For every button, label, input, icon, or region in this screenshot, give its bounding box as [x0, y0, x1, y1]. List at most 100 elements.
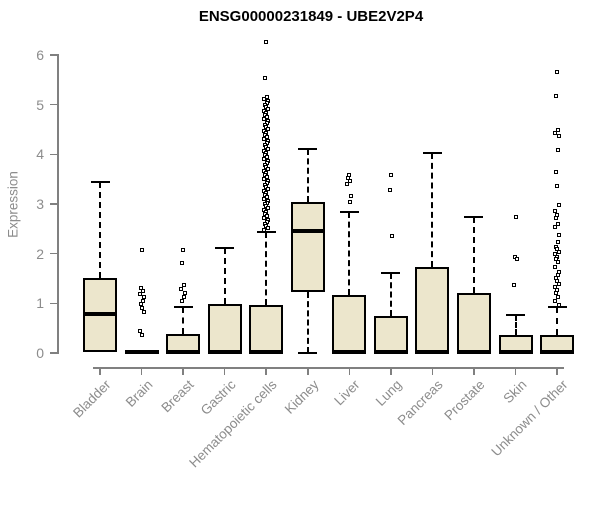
- outlier-point: [557, 133, 562, 138]
- outlier-point: [137, 328, 142, 333]
- outlier-point: [262, 97, 267, 102]
- boxplot-median: [373, 349, 408, 354]
- outlier-point: [266, 226, 271, 231]
- x-axis-line: [93, 367, 564, 369]
- y-tick-label: 1: [36, 295, 44, 312]
- boxplot-median: [249, 349, 284, 354]
- boxplot-median: [456, 349, 491, 354]
- whisker-cap: [339, 210, 359, 213]
- x-tick: [99, 368, 101, 375]
- whisker-line: [431, 153, 434, 267]
- y-tick: [50, 153, 58, 156]
- x-tick: [140, 368, 143, 375]
- y-tick: [50, 352, 58, 354]
- outlier-point: [553, 208, 558, 213]
- outlier-point: [557, 302, 562, 307]
- whisker-cap: [506, 314, 525, 317]
- outlier-point: [262, 196, 267, 201]
- outlier-point: [349, 194, 354, 199]
- whisker-line: [306, 291, 309, 353]
- outlier-point: [266, 107, 271, 112]
- whisker-cap: [422, 152, 442, 155]
- x-tick: [556, 368, 558, 375]
- x-tick: [390, 368, 392, 375]
- whisker-cap: [298, 352, 318, 354]
- whisker-line: [182, 306, 185, 335]
- outlier-point: [557, 249, 562, 254]
- outlier-point: [556, 148, 561, 153]
- boxplot-median: [415, 349, 450, 354]
- outlier-point: [553, 130, 558, 135]
- outlier-point: [266, 186, 271, 191]
- y-tick-label: 2: [36, 245, 44, 262]
- whisker-line: [472, 216, 475, 294]
- outlier-point: [556, 239, 561, 244]
- outlier-point: [262, 117, 267, 122]
- y-tick: [50, 302, 58, 305]
- outlier-point: [262, 136, 267, 141]
- x-tick: [307, 368, 309, 375]
- outlier-point: [553, 264, 558, 269]
- outlier-point: [557, 202, 562, 207]
- whisker-line: [389, 273, 392, 316]
- whisker-cap: [173, 305, 193, 308]
- boxplot-median: [207, 349, 242, 354]
- boxplot-median: [166, 350, 201, 354]
- outlier-point: [182, 282, 187, 287]
- outlier-point: [264, 40, 269, 45]
- outlier-point: [139, 248, 144, 253]
- outlier-point: [179, 286, 184, 291]
- outlier-point: [555, 70, 560, 75]
- x-tick: [182, 368, 184, 375]
- boxplot-median: [83, 312, 117, 317]
- outlier-point: [262, 228, 267, 233]
- outlier-point: [553, 299, 558, 304]
- y-tick: [50, 54, 58, 56]
- outlier-point: [553, 225, 558, 230]
- boxplot-box: [332, 294, 367, 353]
- boxplot-box: [456, 293, 491, 353]
- whisker-cap: [215, 247, 235, 250]
- x-tick: [514, 368, 517, 375]
- outlier-point: [513, 214, 518, 219]
- outlier-point: [266, 127, 271, 131]
- boxplot-box: [415, 266, 450, 353]
- outlier-point: [388, 173, 393, 178]
- outlier-point: [556, 259, 561, 264]
- whisker-line: [348, 211, 351, 295]
- outlier-point: [138, 302, 143, 307]
- outlier-point: [266, 166, 271, 171]
- whisker-cap: [90, 181, 110, 184]
- whisker-line: [514, 315, 517, 336]
- y-tick-label: 5: [36, 96, 44, 113]
- outlier-point: [266, 206, 271, 211]
- outlier-point: [182, 294, 187, 299]
- outlier-point: [557, 281, 562, 286]
- chart-title: ENSG00000231849 - UBE2V2P4: [198, 8, 424, 25]
- outlier-point: [557, 232, 562, 237]
- outlier-point: [140, 289, 145, 294]
- outlier-point: [262, 216, 267, 221]
- boxplot-median: [498, 350, 533, 354]
- outlier-point: [181, 248, 186, 253]
- outlier-point: [556, 295, 561, 300]
- outlier-point: [141, 309, 146, 314]
- outlier-point: [183, 290, 188, 295]
- outlier-point: [554, 170, 559, 175]
- outlier-point: [556, 127, 561, 132]
- outlier-point: [511, 282, 516, 287]
- outlier-point: [263, 75, 268, 80]
- x-tick: [473, 368, 475, 375]
- outlier-point: [348, 179, 353, 184]
- x-tick: [431, 368, 434, 375]
- outlier-point: [554, 290, 559, 295]
- outlier-point: [345, 182, 350, 187]
- x-tick: [348, 368, 351, 375]
- outlier-point: [140, 298, 145, 303]
- outlier-point: [262, 156, 267, 161]
- whisker-line: [99, 182, 101, 278]
- boxplot-median: [290, 229, 325, 234]
- outlier-point: [555, 184, 560, 189]
